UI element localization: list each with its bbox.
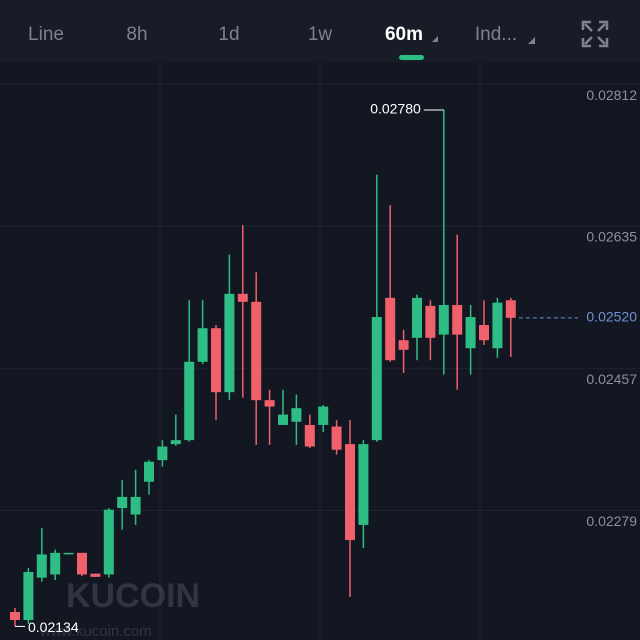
y-tick-label: 0.02635 — [586, 229, 637, 245]
candle-body — [237, 293, 248, 302]
candle-body — [157, 446, 168, 461]
vertical-grid — [159, 62, 481, 640]
watermark-url: www.kucoin.com — [39, 623, 152, 640]
candle-body — [425, 305, 436, 338]
tab[interactable]: Line — [28, 24, 64, 45]
candle-body — [345, 444, 355, 541]
dropdown-icon[interactable] — [528, 37, 535, 44]
candle-body — [23, 572, 34, 621]
candle-body — [117, 496, 128, 509]
candle-body — [291, 408, 302, 422]
candle-body — [170, 440, 181, 445]
candle-body — [492, 302, 503, 349]
tab[interactable]: Ind... — [475, 24, 517, 45]
candle-body — [371, 317, 382, 441]
candle-body — [10, 612, 20, 621]
candle-body — [50, 552, 61, 575]
high-label: 0.02780 — [370, 101, 421, 117]
candle-body — [452, 305, 463, 335]
tab[interactable]: 60m — [385, 24, 423, 45]
candle-body — [251, 301, 262, 401]
candle-body — [63, 552, 74, 555]
candle-body — [224, 293, 235, 393]
candle-body — [36, 554, 47, 578]
candle-body — [505, 300, 516, 318]
y-tick-label: 0.02457 — [586, 371, 637, 387]
candle-body — [465, 317, 476, 349]
fullscreen-icon[interactable] — [581, 20, 609, 48]
candle-body — [264, 400, 275, 407]
candle-body — [358, 444, 369, 525]
candle-body — [304, 424, 315, 447]
tab[interactable]: 1w — [308, 24, 333, 45]
tab[interactable]: 1d — [218, 24, 239, 45]
candle-body — [90, 573, 101, 577]
candle-body — [438, 305, 449, 335]
candle-body — [130, 496, 141, 515]
active-tab-indicator — [399, 55, 424, 60]
candle-body — [331, 426, 342, 450]
tab[interactable]: 8h — [126, 24, 147, 45]
candle-body — [412, 297, 422, 338]
candle-body — [479, 325, 489, 341]
candle-body — [278, 414, 288, 425]
candle-body — [103, 509, 114, 575]
watermark-text: KUCOIN — [66, 577, 200, 615]
dropdown-icon[interactable] — [432, 36, 438, 42]
last-price-label: 0.02520 — [586, 309, 637, 325]
watermark: KUCOIN www.kucoin.com — [39, 577, 200, 640]
candle-body — [144, 461, 154, 482]
candle-body — [197, 328, 208, 362]
candle-body — [184, 361, 195, 441]
tab-bar — [0, 0, 640, 62]
y-tick-label: 0.02279 — [586, 513, 637, 529]
candle-body — [398, 340, 409, 350]
y-tick-label: 0.02812 — [586, 87, 637, 103]
candle-body — [385, 297, 396, 361]
low-label: 0.02134 — [28, 619, 79, 635]
candle-body — [211, 328, 221, 393]
candle-body — [318, 406, 329, 425]
candle-body — [77, 552, 87, 575]
